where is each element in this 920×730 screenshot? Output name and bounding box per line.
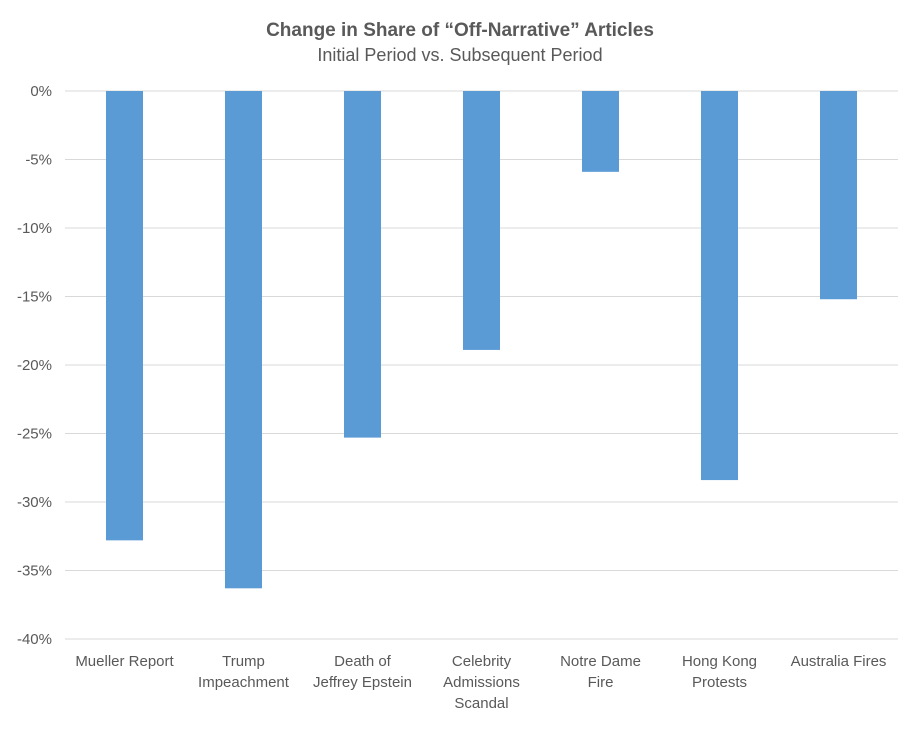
- y-axis-ticks: 0% -5% -10% -15% -20% -25% -30% -35% -40%: [17, 83, 52, 648]
- x-axis-ticks: Mueller Report Trump Impeachment Death of Je…: [75, 653, 886, 712]
- y-tick-label: -20%: [17, 357, 52, 374]
- x-tick-label: Notre Dame Fire: [560, 653, 641, 691]
- bar: [463, 91, 500, 350]
- x-tick-label: Trump Impeachment: [198, 653, 290, 691]
- bar: [582, 91, 619, 172]
- bar: [225, 91, 262, 589]
- bar: [701, 91, 738, 481]
- y-tick-label: -40%: [17, 631, 52, 648]
- x-tick-label: Death of Jeffrey Epstein: [313, 653, 412, 691]
- bar: [820, 91, 857, 300]
- chart-title: Change in Share of “Off-Narrative” Artic…: [266, 20, 654, 41]
- grid-lines: [65, 90, 898, 640]
- y-tick-label: -25%: [17, 426, 52, 443]
- bars: [106, 91, 857, 589]
- y-tick-label: 0%: [30, 83, 52, 100]
- x-tick-label: Australia Fires: [791, 653, 887, 670]
- y-tick-label: -15%: [17, 289, 52, 306]
- chart-subtitle: Initial Period vs. Subsequent Period: [317, 45, 602, 65]
- y-tick-label: -10%: [17, 220, 52, 237]
- y-tick-label: -5%: [25, 152, 52, 169]
- x-tick-label: Mueller Report: [75, 653, 174, 670]
- x-tick-label: Celebrity Admissions Scandal: [443, 653, 520, 712]
- y-tick-label: -35%: [17, 563, 52, 580]
- bar: [106, 91, 143, 541]
- y-tick-label: -30%: [17, 494, 52, 511]
- bar: [344, 91, 381, 438]
- x-tick-label: Hong Kong Protests: [682, 653, 757, 691]
